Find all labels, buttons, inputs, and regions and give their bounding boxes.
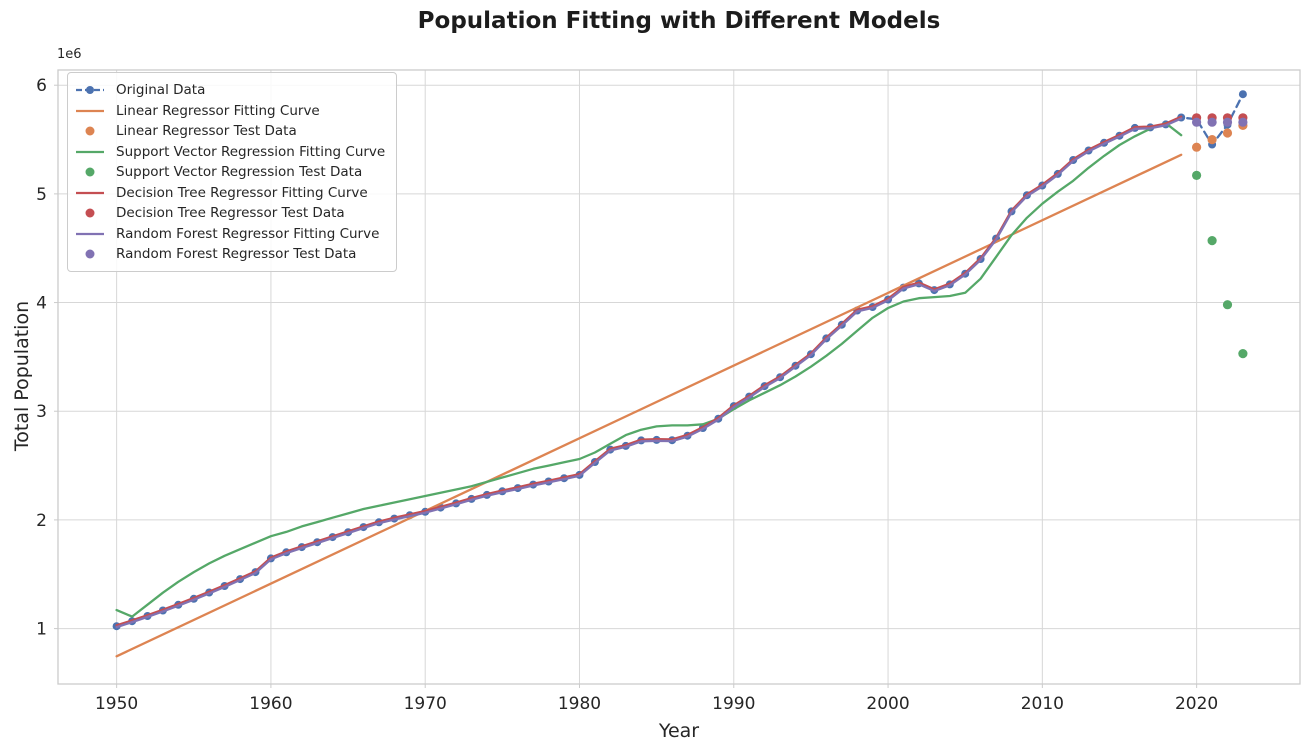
legend-item: Random Forest Regressor Test Data — [74, 244, 388, 264]
series-random-forest-regressor-fitting-curve-line — [115, 117, 1183, 629]
x-tick-label: 1980 — [558, 694, 601, 714]
x-tick-label: 2010 — [1021, 694, 1064, 714]
legend-swatch-purple — [85, 249, 95, 259]
legend-item: Random Forest Regressor Fitting Curve — [74, 224, 388, 244]
legend-label: Linear Regressor Fitting Curve — [116, 102, 320, 119]
data-point — [1207, 117, 1217, 127]
legend-item: Decision Tree Regressor Fitting Curve — [74, 183, 388, 203]
legend-dot-icon — [85, 249, 95, 259]
legend-item: Support Vector Regression Fitting Curve — [74, 142, 388, 162]
legend-label: Random Forest Regressor Fitting Curve — [116, 225, 380, 242]
x-tick-label: 1990 — [712, 694, 755, 714]
y-tick-label: 5 — [36, 185, 47, 205]
y-tick-label: 2 — [36, 511, 47, 531]
series-support-vector-regression-test-data-points — [1192, 170, 1248, 359]
data-point — [1192, 170, 1202, 180]
legend-label: Linear Regressor Test Data — [116, 123, 297, 139]
legend-dot-icon — [85, 167, 95, 177]
y-axis-offset-label: 1e6 — [57, 47, 82, 62]
y-tick-label: 6 — [36, 76, 47, 96]
legend-item: Decision Tree Regressor Test Data — [74, 203, 388, 223]
y-tick-label: 3 — [36, 402, 47, 422]
x-tick-label: 2020 — [1175, 694, 1218, 714]
data-point — [1222, 117, 1233, 127]
data-point — [1238, 349, 1248, 359]
legend-dot-icon — [85, 126, 95, 136]
data-point — [1192, 142, 1202, 152]
legend-swatch-green — [85, 167, 95, 177]
legend-label: Decision Tree Regressor Fitting Curve — [116, 184, 368, 201]
legend-marker-icon — [86, 86, 94, 94]
legend-label: Support Vector Regression Test Data — [116, 164, 363, 180]
data-point — [1207, 236, 1217, 246]
plot-frame — [57, 69, 1301, 685]
legend-label: Decision Tree Regressor Test Data — [116, 205, 345, 221]
y-tick-label: 1 — [36, 620, 47, 640]
legend-swatch-orange — [85, 126, 95, 136]
legend-label: Original Data — [116, 82, 206, 98]
data-point — [1238, 117, 1248, 127]
legend-dot-icon — [85, 208, 95, 218]
legend-swatch-purple — [76, 232, 104, 235]
legend-swatch-red — [76, 191, 104, 194]
series-linear-regressor-fitting-curve-line — [115, 153, 1183, 658]
data-point — [1222, 128, 1233, 138]
legend-swatch-green — [76, 150, 104, 153]
legend-swatch-blue — [76, 86, 104, 94]
x-tick-label: 2000 — [866, 694, 909, 714]
y-tick-label: 4 — [36, 294, 47, 314]
data-point — [1192, 117, 1202, 127]
legend-item: Original Data — [74, 80, 388, 100]
data-point — [1207, 135, 1217, 145]
x-tick-label: 1950 — [95, 694, 138, 714]
legend-swatch-red — [85, 208, 95, 218]
legend-item: Support Vector Regression Test Data — [74, 162, 388, 182]
legend: Original Data Linear Regressor Fitting Cu… — [67, 72, 397, 272]
y-axis-label: Total Population — [11, 300, 33, 452]
series-support-vector-regression-fitting-curve-line — [115, 122, 1183, 618]
series-random-forest-regressor-test-data-points — [1192, 117, 1248, 127]
x-axis-label: Year — [658, 720, 700, 742]
data-point — [1222, 300, 1233, 310]
legend-item: Linear Regressor Fitting Curve — [74, 101, 388, 121]
legend-label: Random Forest Regressor Test Data — [116, 246, 357, 262]
chart-title: Population Fitting with Different Models — [417, 8, 941, 34]
legend-swatch-orange — [76, 109, 104, 112]
x-tick-label: 1960 — [249, 694, 292, 714]
legend-label: Support Vector Regression Fitting Curve — [116, 143, 386, 160]
x-tick-label: 1970 — [404, 694, 447, 714]
data-point — [1238, 90, 1247, 99]
legend-item: Linear Regressor Test Data — [74, 121, 388, 141]
